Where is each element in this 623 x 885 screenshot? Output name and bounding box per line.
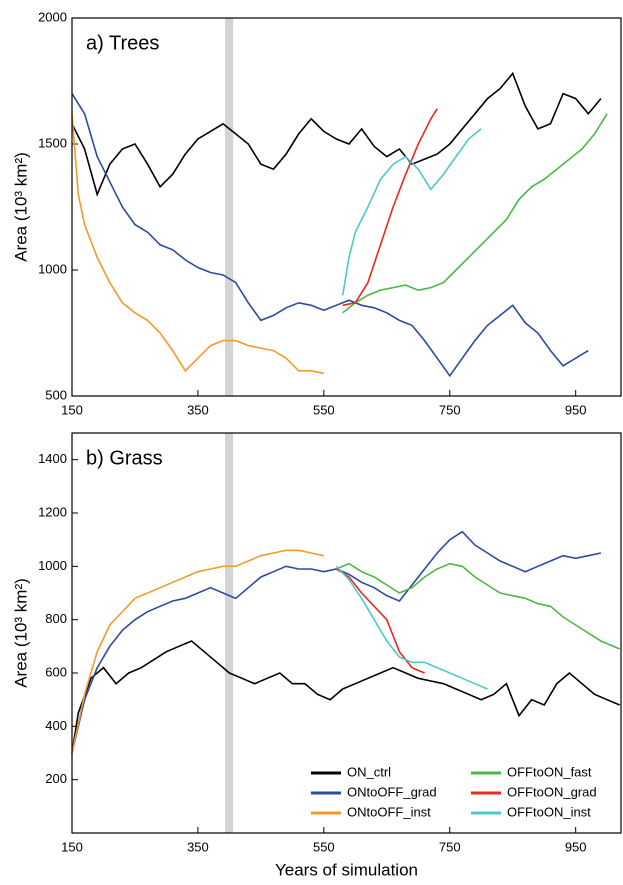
data-line	[342, 113, 608, 314]
legend-label: ONtoOFF_inst	[347, 804, 431, 819]
x-tick-label: 750	[439, 839, 461, 854]
x-axis-label: Years of simulation	[275, 860, 418, 879]
x-tick-label: 950	[565, 402, 587, 417]
y-tick-label: 1500	[38, 135, 67, 150]
x-tick-label: 350	[187, 839, 209, 854]
x-tick-label: 750	[439, 402, 461, 417]
x-tick-label: 550	[313, 402, 335, 417]
data-line	[71, 93, 589, 378]
data-line	[335, 565, 488, 690]
highlight-span	[224, 433, 234, 833]
x-tick-label: 150	[61, 402, 83, 417]
legend-label: ON_ctrl	[347, 764, 391, 779]
y-tick-label: 1200	[38, 504, 67, 519]
legend-label: OFFtoON_fast	[507, 764, 592, 779]
data-line	[335, 568, 425, 674]
x-tick-label: 950	[565, 839, 587, 854]
data-line	[341, 128, 482, 296]
y-tick-label: 200	[45, 771, 67, 786]
x-tick-label: 550	[313, 839, 335, 854]
data-line	[342, 108, 438, 307]
panel-title: a) Trees	[86, 32, 159, 54]
y-axis-label: Area (10³ km²)	[11, 152, 30, 262]
y-tick-label: 2000	[38, 9, 67, 24]
plot-frame	[71, 432, 622, 834]
x-tick-label: 350	[187, 402, 209, 417]
legend-label: OFFtoON_grad	[507, 784, 597, 799]
data-line	[71, 530, 602, 754]
plot-frame	[71, 17, 622, 397]
y-tick-label: 1400	[38, 451, 67, 466]
y-axis-label: Area (10³ km²)	[11, 578, 30, 688]
data-line	[71, 640, 621, 754]
data-line	[71, 71, 602, 197]
y-tick-label: 1000	[38, 558, 67, 573]
y-tick-label: 800	[45, 611, 67, 626]
legend-label: OFFtoON_inst	[507, 804, 591, 819]
data-line	[71, 549, 324, 754]
legend-label: ONtoOFF_grad	[347, 784, 437, 799]
panel-title: b) Grass	[86, 447, 163, 469]
y-tick-label: 1000	[38, 261, 67, 276]
y-tick-label: 600	[45, 664, 67, 679]
data-line	[336, 562, 621, 650]
highlight-span	[224, 18, 234, 396]
x-tick-label: 150	[61, 839, 83, 854]
data-line	[71, 113, 324, 375]
y-tick-label: 400	[45, 718, 67, 733]
y-tick-label: 500	[45, 387, 67, 402]
